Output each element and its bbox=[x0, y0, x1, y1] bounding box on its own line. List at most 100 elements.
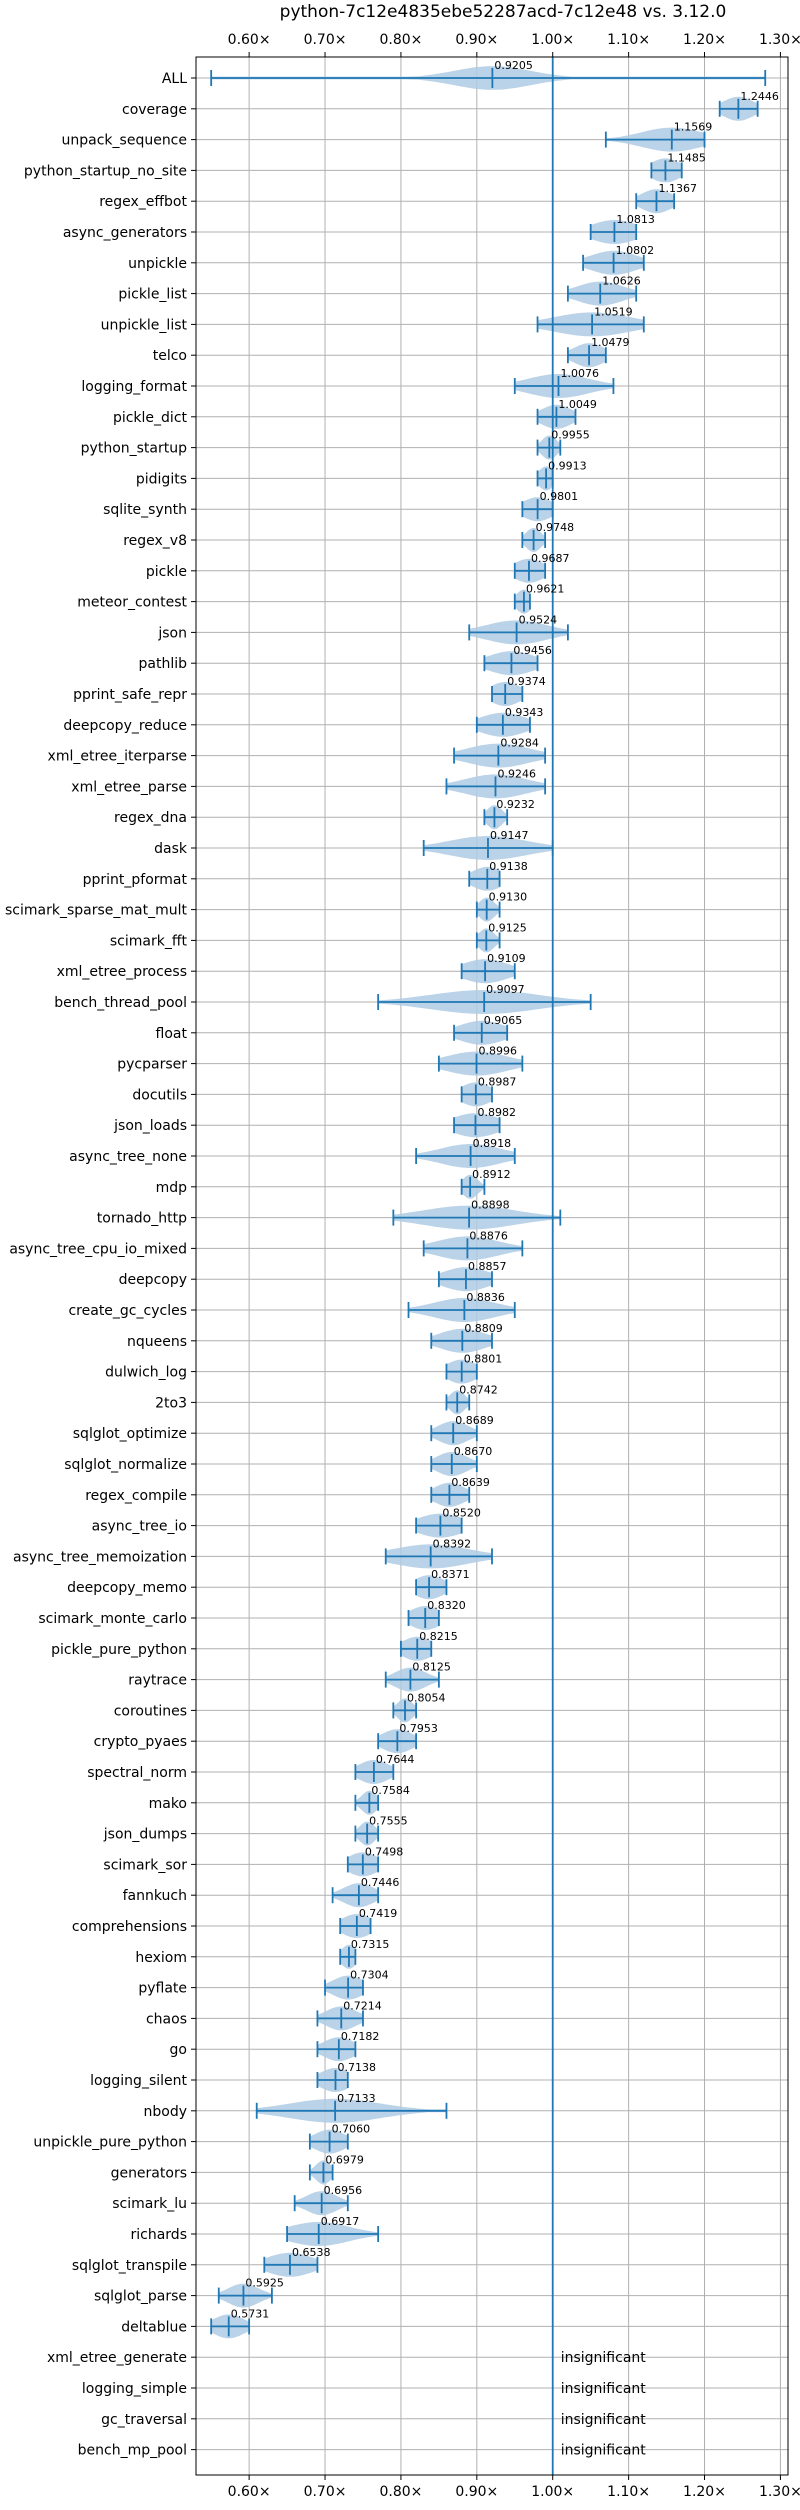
value-label: 0.8689 bbox=[455, 1414, 494, 1427]
value-label: 1.2446 bbox=[740, 90, 779, 103]
value-label: 0.7419 bbox=[359, 1907, 398, 1920]
category-label: unpickle_pure_python bbox=[33, 2135, 187, 2151]
value-label: 0.8876 bbox=[469, 1229, 508, 1242]
category-label: pyflate bbox=[138, 1981, 187, 1997]
category-label: coverage bbox=[122, 102, 187, 118]
value-label: 0.6538 bbox=[292, 2246, 331, 2259]
category-label: async_generators bbox=[63, 225, 187, 241]
category-label: json_dumps bbox=[103, 1827, 187, 1843]
category-label: coroutines bbox=[114, 1703, 187, 1719]
category-label: nbody bbox=[144, 2104, 188, 2120]
category-label: sqlglot_optimize bbox=[73, 1426, 187, 1442]
value-label: 0.9284 bbox=[500, 737, 538, 750]
category-label: pickle_list bbox=[118, 287, 187, 303]
category-label: xml_etree_parse bbox=[71, 779, 187, 795]
violin-layer bbox=[210, 57, 767, 2475]
value-label: 0.7644 bbox=[376, 1753, 415, 1766]
x-tick-label-bottom: 0.60× bbox=[228, 2484, 271, 2500]
value-label: 0.9109 bbox=[487, 952, 526, 965]
category-label: unpack_sequence bbox=[62, 133, 187, 149]
value-label: 1.0049 bbox=[558, 398, 597, 411]
category-label: async_tree_cpu_io_mixed bbox=[9, 1241, 187, 1257]
label-layer: 0.60× 0.60× 0.70× 0.70× 0.80× 0.80× 0.90× 0.90×… bbox=[5, 32, 800, 2500]
x-tick-label-top: 0.70× bbox=[304, 32, 347, 48]
category-label: pathlib bbox=[139, 656, 188, 672]
x-tick-label-bottom: 1.20× bbox=[683, 2484, 726, 2500]
value-label: 0.9125 bbox=[488, 921, 527, 934]
category-label: deepcopy bbox=[119, 1272, 187, 1288]
x-tick-label-top: 0.90× bbox=[455, 32, 498, 48]
category-label: scimark_sor bbox=[103, 1857, 187, 1873]
insignificant-label: insignificant bbox=[561, 2350, 647, 2366]
value-label: 0.7584 bbox=[371, 1784, 410, 1797]
category-label: python_startup bbox=[81, 441, 187, 457]
value-label: 0.9955 bbox=[551, 429, 590, 442]
x-tick-label-bottom: 1.10× bbox=[607, 2484, 650, 2500]
value-label: 0.8742 bbox=[459, 1383, 498, 1396]
category-label: python_startup_no_site bbox=[24, 163, 187, 179]
value-label: 0.8857 bbox=[468, 1260, 507, 1273]
category-label: async_tree_none bbox=[69, 1149, 187, 1165]
category-label: scimark_monte_carlo bbox=[38, 1611, 187, 1627]
category-label: bench_thread_pool bbox=[54, 995, 187, 1011]
category-label: generators bbox=[111, 2165, 187, 2181]
category-label: nqueens bbox=[127, 1334, 187, 1350]
x-tick-label-bottom: 1.30× bbox=[759, 2484, 800, 2500]
value-label: 1.0519 bbox=[594, 305, 633, 318]
category-label: json_loads bbox=[113, 1118, 187, 1134]
value-label: 1.1569 bbox=[674, 121, 713, 134]
category-label: regex_compile bbox=[85, 1488, 187, 1504]
value-label: 0.6979 bbox=[325, 2153, 364, 2166]
x-tick-label-top: 1.10× bbox=[607, 32, 650, 48]
category-label: scimark_fft bbox=[110, 933, 188, 949]
insignificant-label: insignificant bbox=[561, 2381, 647, 2397]
category-label: scimark_sparse_mat_mult bbox=[5, 903, 187, 919]
category-label: logging_silent bbox=[90, 2073, 187, 2089]
category-label: async_tree_io bbox=[92, 1519, 187, 1535]
category-label: deepcopy_reduce bbox=[63, 718, 187, 734]
category-label: hexiom bbox=[135, 1950, 187, 1966]
value-label: 1.0076 bbox=[560, 367, 599, 380]
value-label: 0.8371 bbox=[431, 1568, 470, 1581]
category-label: pickle_pure_python bbox=[51, 1642, 187, 1658]
category-label: bench_mp_pool bbox=[78, 2443, 187, 2459]
value-label: 0.8639 bbox=[451, 1476, 490, 1489]
chart-title: python-7c12e4835ebe52287acd-7c12e48 vs. … bbox=[280, 2, 727, 22]
value-label: 0.5731 bbox=[231, 2307, 270, 2320]
value-label: 0.7182 bbox=[341, 2030, 380, 2043]
x-tick-label-top: 1.00× bbox=[531, 32, 574, 48]
value-label: 0.7555 bbox=[369, 1815, 408, 1828]
category-label: gc_traversal bbox=[101, 2412, 187, 2428]
category-label: pycparser bbox=[117, 1057, 187, 1073]
value-label: 0.9343 bbox=[505, 706, 544, 719]
category-label: mako bbox=[149, 1796, 187, 1812]
value-label: 0.8982 bbox=[477, 1106, 516, 1119]
category-label: sqlglot_transpile bbox=[72, 2258, 187, 2274]
value-label: 0.9130 bbox=[489, 891, 527, 904]
category-label: pprint_safe_repr bbox=[73, 687, 187, 703]
category-label: pprint_pformat bbox=[83, 872, 188, 888]
category-label: unpickle_list bbox=[101, 317, 188, 333]
x-tick-label-bottom: 0.80× bbox=[379, 2484, 422, 2500]
category-label: json bbox=[157, 625, 187, 641]
category-label: xml_etree_process bbox=[57, 964, 187, 980]
value-label: 0.6917 bbox=[321, 2215, 360, 2228]
x-tick-label-top: 0.60× bbox=[228, 32, 271, 48]
category-label: crypto_pyaes bbox=[94, 1734, 187, 1750]
category-label: xml_etree_generate bbox=[47, 2350, 187, 2366]
value-label: 0.9801 bbox=[540, 490, 579, 503]
value-label: 1.0626 bbox=[602, 275, 641, 288]
value-label: 0.9374 bbox=[507, 675, 546, 688]
category-label: go bbox=[170, 2042, 187, 2058]
value-label: 0.7953 bbox=[399, 1722, 438, 1735]
category-label: deltablue bbox=[121, 2319, 187, 2335]
value-label: 0.9205 bbox=[494, 59, 533, 72]
value-label: 1.1367 bbox=[658, 182, 697, 195]
value-label: 0.9621 bbox=[526, 583, 565, 596]
value-label: 0.9913 bbox=[548, 459, 587, 472]
value-label: 0.7498 bbox=[365, 1845, 404, 1858]
x-tick-label-top: 0.80× bbox=[379, 32, 422, 48]
value-label: 1.0479 bbox=[591, 336, 630, 349]
